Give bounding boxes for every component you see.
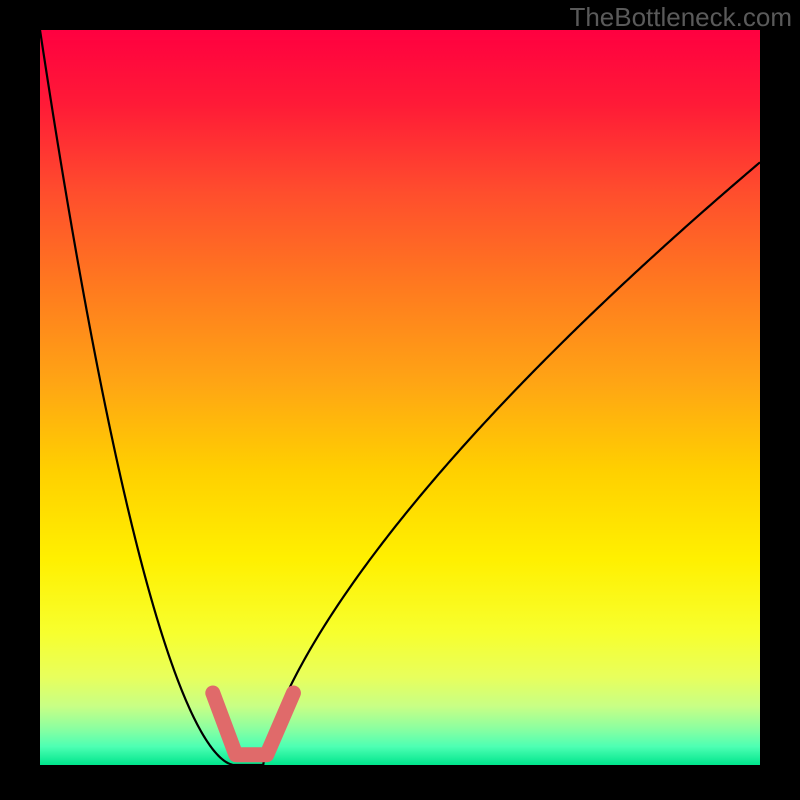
watermark-text: TheBottleneck.com [569,2,792,33]
plot-background [40,30,760,765]
chart-canvas: TheBottleneck.com [0,0,800,800]
bottleneck-chart [0,0,800,800]
